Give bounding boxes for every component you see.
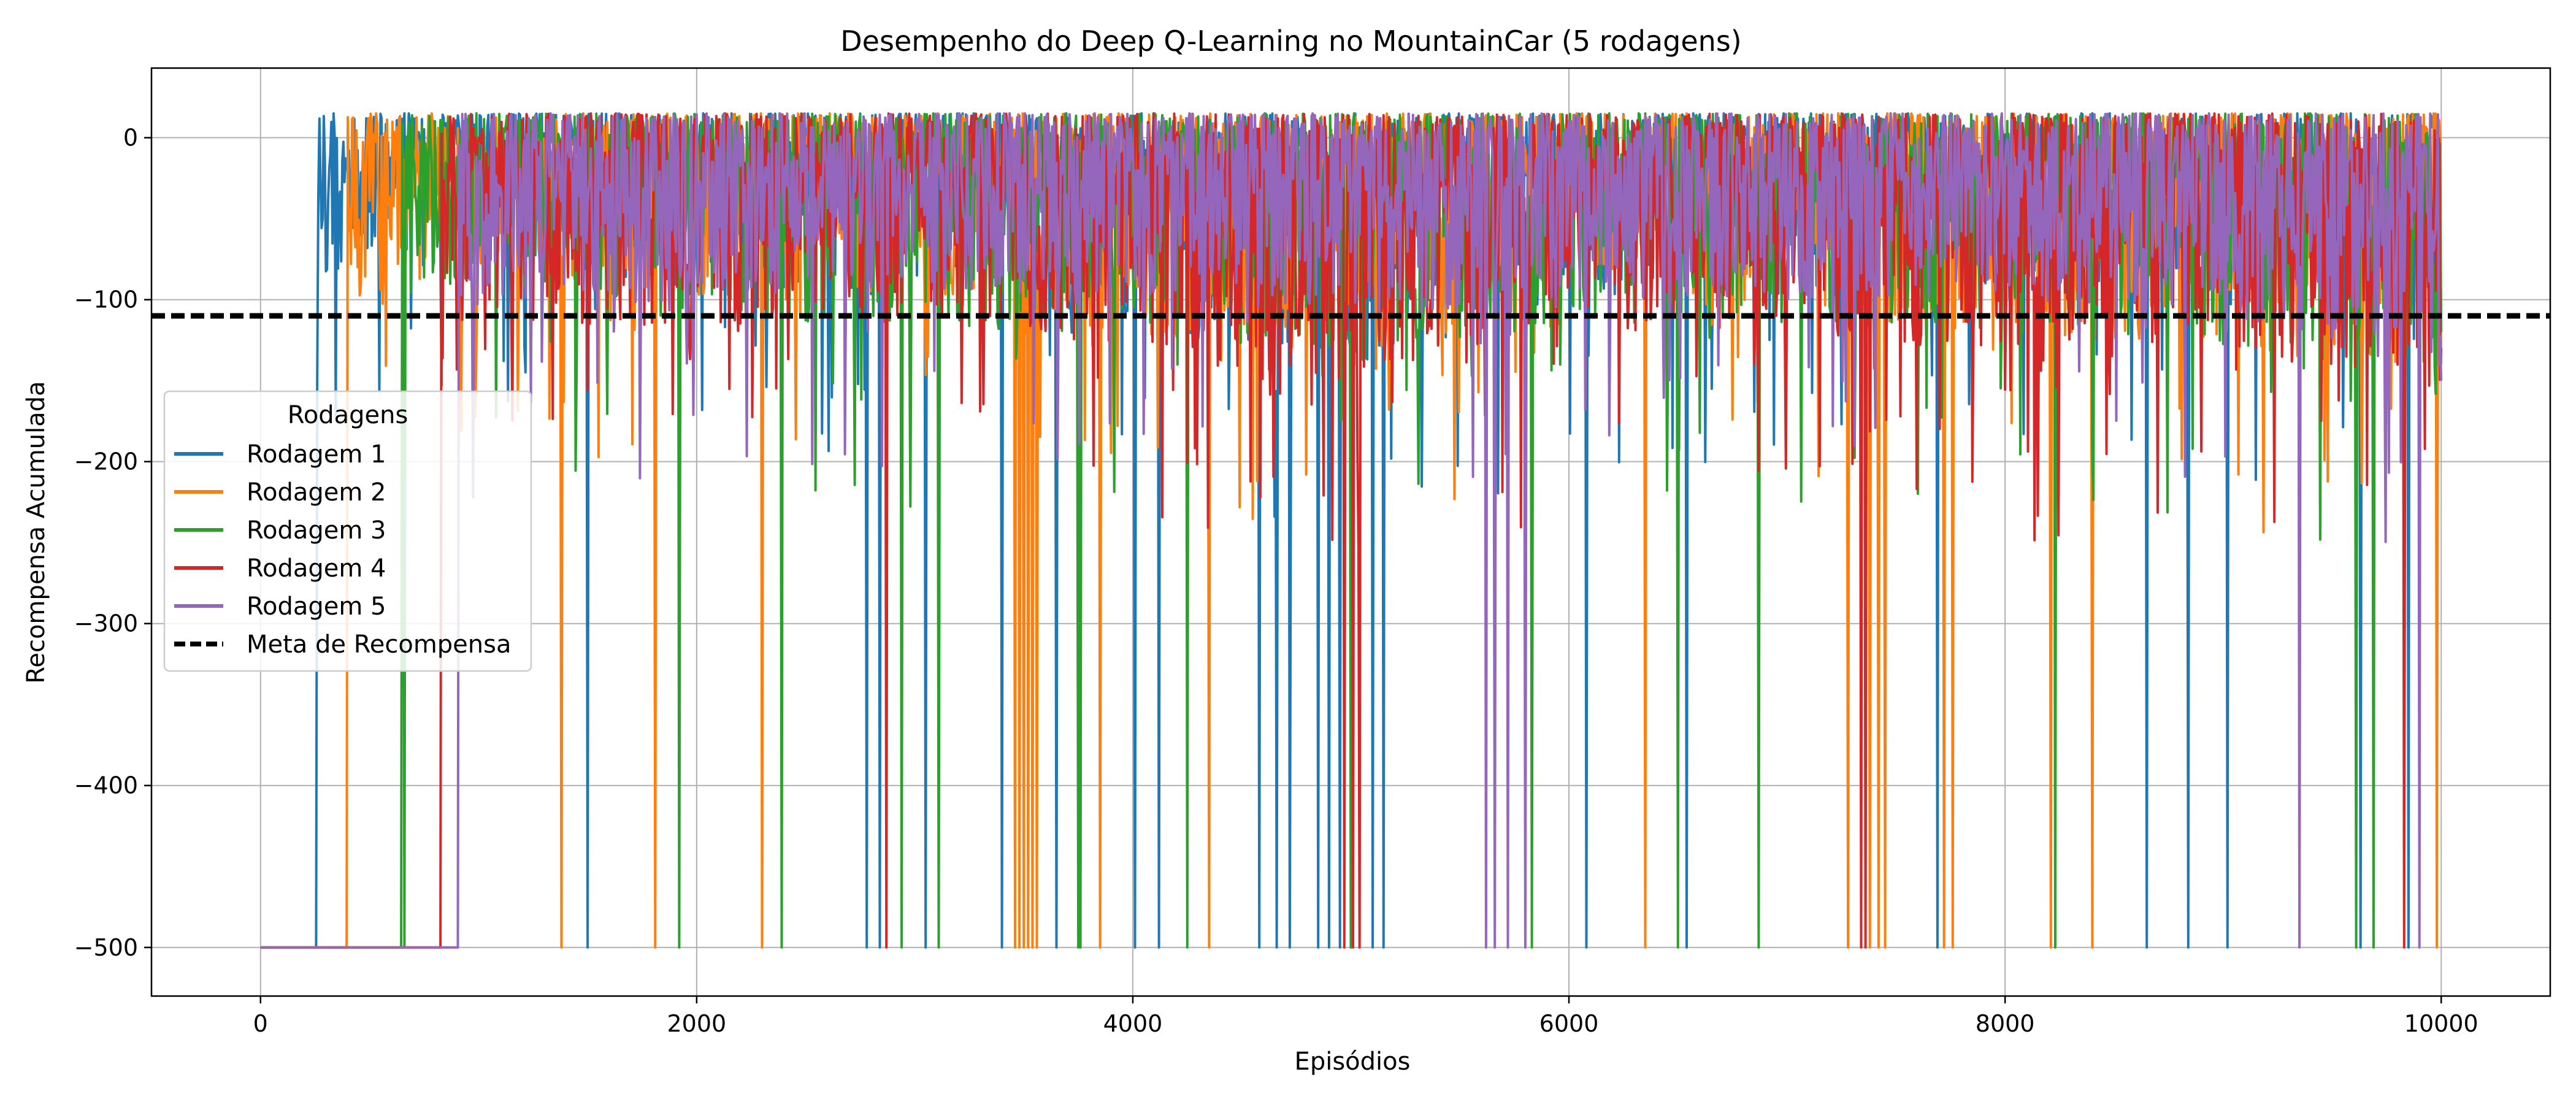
y-tick-label: −200: [74, 448, 138, 475]
x-axis-label: Episódios: [1295, 1048, 1411, 1076]
y-tick-label: −400: [74, 772, 138, 799]
legend-label-rodagem-5: Rodagem 5: [247, 592, 386, 621]
legend-label-rodagem-3: Rodagem 3: [247, 516, 386, 545]
x-tick-label: 2000: [667, 1010, 727, 1037]
x-tick-label: 4000: [1103, 1010, 1163, 1037]
plot-frame: [150, 67, 2551, 997]
x-tick-label: 10000: [2404, 1010, 2478, 1037]
legend-label-rodagem-1: Rodagem 1: [247, 440, 386, 469]
y-axis-label: Recompensa Acumulada: [22, 381, 50, 683]
y-tick-label: 0: [123, 125, 138, 151]
axis-ticks: 0 2000 4000 6000 8000 10000 0 −100 −200 −300 −400 −…: [74, 125, 2478, 1037]
chart-title: Desempenho do Deep Q-Learning no Mountai…: [840, 25, 1741, 58]
y-tick-label: −300: [74, 610, 138, 637]
legend-title: Rodagens: [288, 401, 408, 429]
legend-label-rodagem-2: Rodagem 2: [247, 478, 386, 507]
legend-label-rodagem-4: Rodagem 4: [247, 554, 386, 583]
y-tick-label: −500: [74, 934, 138, 961]
x-tick-label: 6000: [1539, 1010, 1599, 1037]
series-line-rodagem-5: [260, 112, 2443, 949]
legend-box: [163, 390, 532, 672]
plot-series: [260, 112, 2443, 949]
x-tick-label: 0: [253, 1010, 268, 1037]
legend-label-meta-de-recompensa: Meta de Recompensa: [247, 631, 511, 659]
legend: Rodagens Rodagem 1 Rodagem 2 Rodagem 3 R…: [163, 390, 532, 672]
y-tick-label: −100: [74, 286, 138, 313]
x-tick-label: 8000: [1976, 1010, 2035, 1037]
